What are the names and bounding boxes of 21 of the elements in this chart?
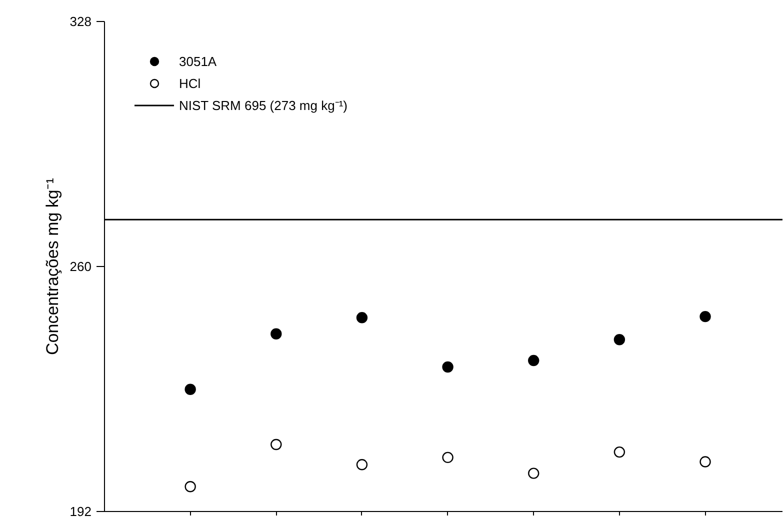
point <box>184 481 196 492</box>
point <box>442 452 454 464</box>
point <box>614 446 626 458</box>
y-tick-label: 192 <box>70 504 92 519</box>
point <box>528 468 540 479</box>
y-tick-label: 260 <box>70 259 92 274</box>
point <box>184 384 196 395</box>
point <box>356 459 368 470</box>
point <box>356 312 368 324</box>
point <box>700 310 711 322</box>
point <box>614 334 626 346</box>
legend-label: HCl <box>179 76 201 90</box>
point <box>700 456 711 468</box>
legend-label: 3051A <box>179 54 217 68</box>
y-tick-label: 328 <box>70 14 92 29</box>
y-axis-title: Concentrações mg kg⁻¹ <box>42 178 62 356</box>
legend-label: NIST SRM 695 (273 mg kg⁻¹) <box>179 97 348 114</box>
point <box>270 328 282 340</box>
point <box>270 438 282 450</box>
point <box>528 354 540 366</box>
point <box>442 361 454 373</box>
